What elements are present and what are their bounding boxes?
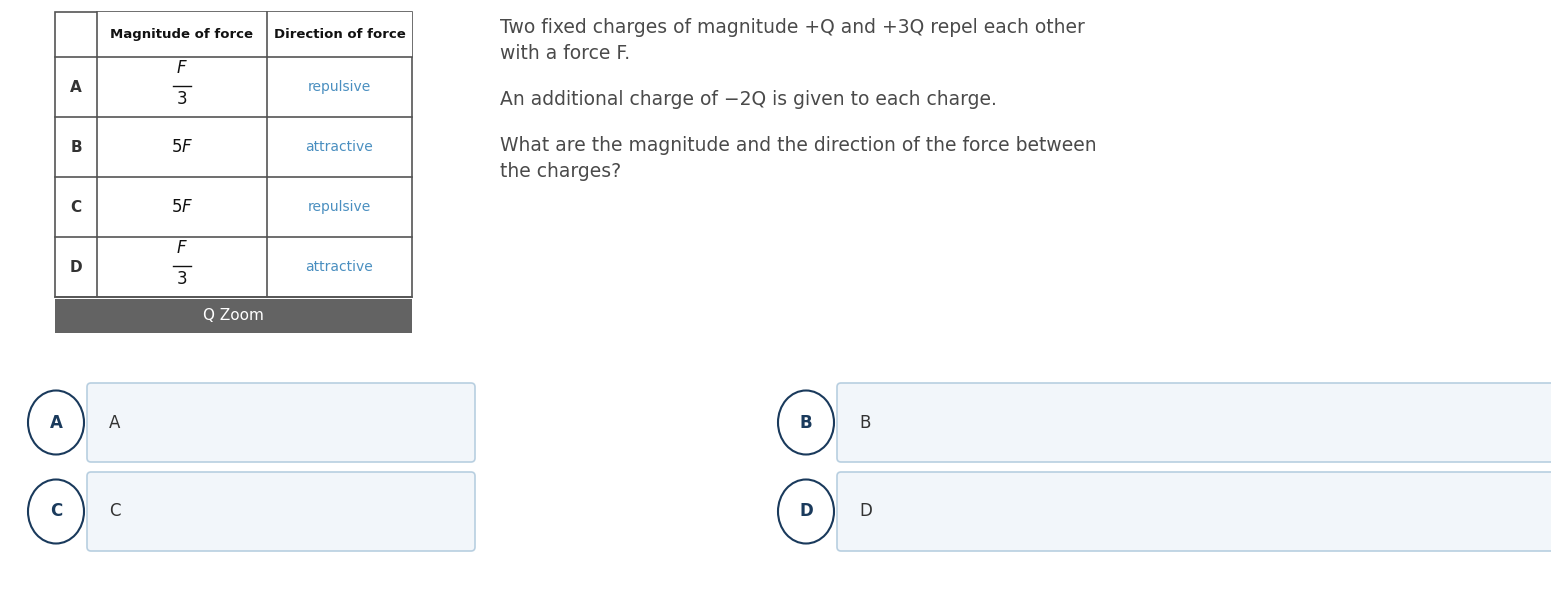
Text: C: C — [50, 502, 62, 521]
Text: the charges?: the charges? — [499, 162, 620, 181]
Text: D: D — [70, 260, 82, 274]
Text: A: A — [109, 413, 121, 432]
Text: D: D — [859, 502, 872, 521]
Text: Direction of force: Direction of force — [273, 28, 405, 41]
Ellipse shape — [779, 391, 834, 454]
Text: B: B — [800, 413, 813, 432]
Text: $5\mathit{F}$: $5\mathit{F}$ — [171, 138, 194, 156]
Text: A: A — [70, 79, 82, 95]
Text: B: B — [859, 413, 870, 432]
Ellipse shape — [28, 391, 84, 454]
Text: repulsive: repulsive — [309, 200, 371, 214]
FancyBboxPatch shape — [838, 472, 1551, 551]
Ellipse shape — [28, 480, 84, 543]
Text: repulsive: repulsive — [309, 80, 371, 94]
FancyBboxPatch shape — [838, 383, 1551, 462]
Text: attractive: attractive — [306, 140, 374, 154]
Text: What are the magnitude and the direction of the force between: What are the magnitude and the direction… — [499, 136, 1097, 155]
Text: Two fixed charges of magnitude +Q and +3Q repel each other: Two fixed charges of magnitude +Q and +3… — [499, 18, 1084, 37]
Text: A: A — [50, 413, 62, 432]
FancyBboxPatch shape — [87, 472, 475, 551]
Bar — [54, 12, 413, 297]
Text: An additional charge of −2Q is given to each charge.: An additional charge of −2Q is given to … — [499, 90, 997, 109]
Text: 3: 3 — [177, 270, 188, 288]
Text: C: C — [70, 200, 82, 214]
Text: B: B — [70, 139, 82, 155]
Text: Magnitude of force: Magnitude of force — [110, 28, 253, 41]
Text: attractive: attractive — [306, 260, 374, 274]
Bar — [98, 12, 413, 57]
Text: $5\mathit{F}$: $5\mathit{F}$ — [171, 198, 194, 216]
Text: Q Zoom: Q Zoom — [203, 308, 264, 324]
Text: 3: 3 — [177, 90, 188, 108]
Text: C: C — [109, 502, 121, 521]
Text: with a force F.: with a force F. — [499, 44, 630, 63]
Text: D: D — [799, 502, 813, 521]
Ellipse shape — [779, 480, 834, 543]
Text: $\mathit{F}$: $\mathit{F}$ — [177, 59, 188, 77]
Text: $\mathit{F}$: $\mathit{F}$ — [177, 239, 188, 257]
FancyBboxPatch shape — [87, 383, 475, 462]
Bar — [54, 299, 413, 333]
